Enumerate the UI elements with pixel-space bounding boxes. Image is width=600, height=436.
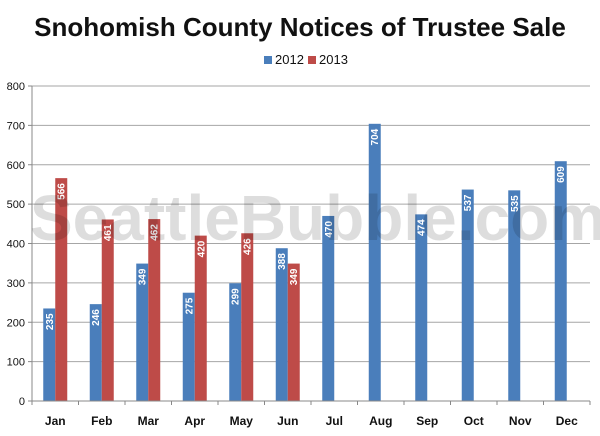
bar-2012-jun (275, 248, 288, 401)
bar-2012-jan (43, 308, 56, 401)
x-tick-label-feb: Feb (91, 414, 112, 428)
data-label-2012-oct: 537 (463, 194, 474, 211)
data-label-2012-may: 299 (231, 288, 242, 305)
bar-2012-sep (415, 214, 428, 401)
bar-2013-mar (148, 219, 161, 401)
x-tick-label-jul: Jul (326, 414, 343, 428)
bar-2013-feb (101, 219, 114, 401)
y-tick-label: 700 (7, 120, 25, 132)
data-label-2012-apr: 275 (184, 297, 195, 314)
y-axis: 0 100 200 300 400 500 600 700 800 (7, 81, 33, 408)
y-tick-label: 400 (7, 239, 25, 251)
bar-2013-may (241, 233, 254, 401)
bar-2013-jan (55, 178, 68, 401)
x-tick-label-sep: Sep (416, 414, 438, 428)
x-tick-label-apr: Apr (184, 414, 205, 428)
x-tick-label-jan: Jan (45, 414, 66, 428)
x-tick-label-oct: Oct (464, 414, 484, 428)
legend-label-2012: 2012 (275, 52, 304, 67)
data-label-2012-jul: 470 (324, 221, 335, 238)
data-label-2012-sep: 474 (417, 219, 428, 236)
data-label-2012-jan: 235 (45, 313, 56, 330)
y-tick-label: 200 (7, 317, 25, 329)
bar-2012-mar (136, 263, 149, 401)
legend-swatch-2012 (264, 56, 272, 64)
data-label-2012-aug: 704 (370, 128, 381, 145)
y-tick-label: 600 (7, 160, 25, 172)
data-label-2013-may: 426 (243, 238, 254, 255)
x-tick-label-aug: Aug (369, 414, 392, 428)
bar-2012-jul (322, 215, 335, 401)
bar-2012-dec (554, 161, 567, 401)
x-tick-label-dec: Dec (556, 414, 578, 428)
bar-2012-apr (182, 292, 195, 401)
data-label-2013-apr: 420 (196, 240, 207, 257)
data-label-2012-mar: 349 (138, 268, 149, 285)
x-tick-label-nov: Nov (509, 414, 532, 428)
data-label-2012-dec: 609 (556, 166, 567, 183)
bar-2013-apr (194, 235, 207, 401)
data-label-2013-mar: 462 (150, 224, 161, 241)
y-tick-label: 100 (7, 357, 25, 369)
watermark: SeattleBubble.com (30, 182, 600, 254)
bar-2012-feb (89, 304, 102, 401)
y-tick-label: 800 (7, 81, 25, 93)
data-label-2012-feb: 246 (91, 309, 102, 326)
data-label-2013-jun: 349 (289, 268, 300, 285)
legend-label-2013: 2013 (319, 52, 348, 67)
data-label-2012-nov: 535 (510, 195, 521, 212)
x-tick-label-mar: Mar (138, 414, 160, 428)
x-axis: Jan Feb Mar Apr May Jun Jul Aug Sep Oct Nov Dec (31, 400, 591, 428)
bar-2013-jun (287, 263, 300, 401)
bar-2012-may (229, 283, 242, 401)
gridlines (32, 85, 590, 402)
bar-2012-aug (368, 123, 381, 402)
chart-title: Snohomish County Notices of Trustee Sale (34, 12, 566, 42)
x-tick-label-may: May (230, 414, 254, 428)
legend-swatch-2013 (308, 56, 316, 64)
data-label-2013-jan: 566 (57, 183, 68, 200)
data-label-2013-feb: 461 (103, 224, 114, 241)
data-label-2012-jun: 388 (277, 253, 288, 270)
y-tick-label: 500 (7, 199, 25, 211)
y-tick-label: 0 (19, 396, 25, 408)
bars: 235 246 349 275 299 388 470 704 474 537 535 609 566 4… (43, 123, 567, 402)
bar-2012-nov (508, 190, 521, 401)
y-tick-label: 300 (7, 278, 25, 290)
legend: 2012 2013 (264, 52, 348, 67)
bar-2012-oct (461, 189, 474, 401)
x-tick-label-jun: Jun (277, 414, 298, 428)
